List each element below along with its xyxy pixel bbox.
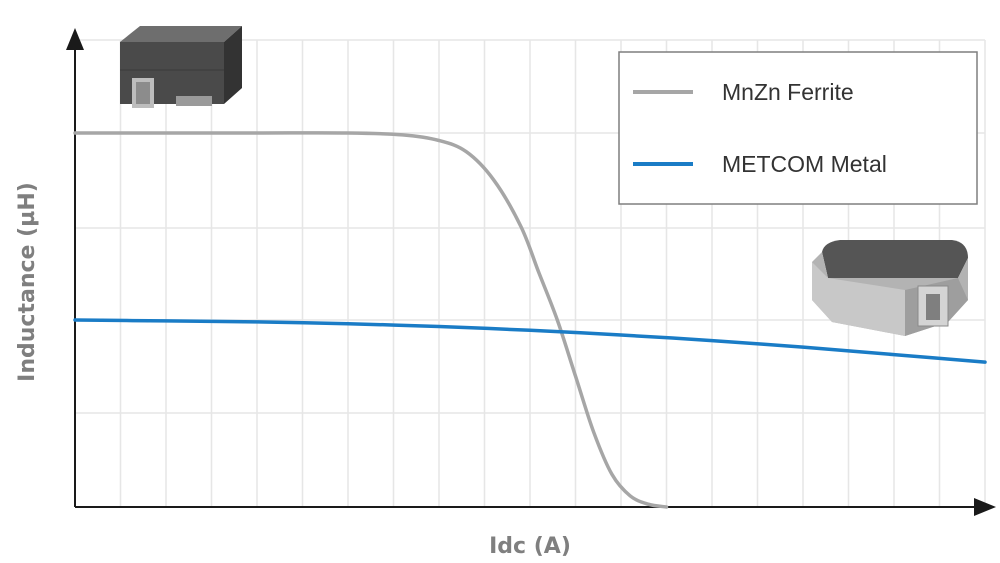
ferrite-inductor-icon [120,26,242,108]
legend-label-mnzn-ferrite: MnZn Ferrite [722,79,854,105]
y-axis-arrow-icon [66,28,84,50]
legend: MnZn Ferrite METCOM Metal [618,51,978,205]
x-axis [75,498,996,516]
y-axis-label: Inductance (µH) [15,182,40,382]
legend-box [618,51,978,205]
y-axis [66,28,84,507]
legend-label-metcom-metal: METCOM Metal [722,151,887,177]
metal-inductor-icon [812,240,968,336]
x-axis-arrow-icon [974,498,996,516]
x-axis-label: Idc (A) [489,534,571,559]
series-line-mnzn-ferrite [73,131,669,509]
series-line-metcom-metal [73,318,987,364]
